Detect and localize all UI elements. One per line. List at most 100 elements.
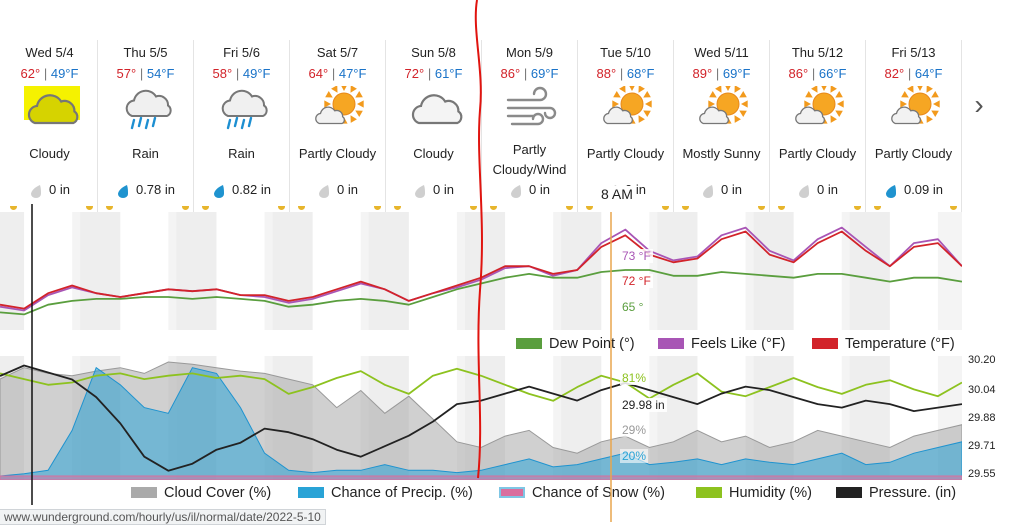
high-temp: 86°: [500, 66, 521, 81]
high-temp: 89°: [692, 66, 713, 81]
day-name: Sun 5/8: [411, 45, 456, 60]
day-column[interactable]: Fri 5/6 58° | 49°F Rain 0.82 in: [194, 40, 290, 212]
legend-swatch: [131, 487, 157, 498]
temp-separator: |: [523, 66, 528, 81]
sunset-marker: [662, 206, 669, 210]
day-precip: 0 in: [770, 182, 865, 198]
legend-snow-chance[interactable]: Chance of Snow (%): [499, 484, 665, 502]
legend-pressure[interactable]: Pressure. (in): [836, 484, 956, 502]
legend-precip-chance[interactable]: Chance of Precip. (%): [298, 484, 473, 502]
day-column[interactable]: Mon 5/9 86° | 69°F Partly Cloudy/Wind 0 in: [482, 40, 578, 212]
legend-swatch: [696, 487, 722, 498]
temperature-readout: 72 °F: [620, 274, 653, 288]
day-precip: 0 in: [2, 182, 97, 198]
precip-amount: 0 in: [817, 182, 838, 197]
legend-temperature[interactable]: Temperature (°F): [812, 335, 955, 353]
evening-band: [937, 212, 962, 330]
pressure-tick: 29.71: [968, 440, 996, 452]
day-name: Thu 5/12: [791, 45, 844, 60]
day-column[interactable]: Fri 5/13 82° | 64°F Partly Cloudy 0.09 in: [866, 40, 962, 212]
chevron-right-icon[interactable]: ›: [974, 89, 984, 120]
sunset-marker: [854, 206, 861, 210]
low-temp: 47°F: [338, 66, 367, 81]
sunset-marker: [86, 206, 93, 210]
partly-cloudy-icon: [315, 86, 364, 125]
raindrop-icon: [885, 184, 896, 198]
pressure-tick: 29.55: [968, 468, 996, 480]
legend-cloud-cover[interactable]: Cloud Cover (%): [131, 484, 271, 502]
day-temps: 57° | 54°F: [98, 66, 193, 81]
legend-swatch: [499, 487, 525, 498]
night-band: [272, 212, 313, 330]
high-temp: 64°: [308, 66, 329, 81]
night-band: [657, 212, 698, 330]
daily-forecast-row: Wed 5/4 62° | 49°F Cloudy 0 in Thu 5/5 57° | …: [0, 40, 962, 212]
day-column[interactable]: Tue 5/10 88° | 68°F Partly Cloudy 0 in: [578, 40, 674, 212]
sunset-marker: [470, 206, 477, 210]
legend-humidity[interactable]: Humidity (%): [696, 484, 812, 502]
day-temps: 82° | 64°F: [866, 66, 961, 81]
sunrise-marker: [682, 206, 689, 210]
sunrise-marker: [202, 206, 209, 210]
day-temps: 88° | 68°F: [578, 66, 673, 81]
precip-chance-readout: 20%: [620, 449, 649, 463]
precip-amount: 0.09 in: [903, 182, 944, 197]
day-name: Thu 5/5: [123, 45, 168, 60]
sunrise-marker: [106, 206, 113, 210]
legend-label: Chance of Precip. (%): [331, 485, 473, 501]
precip-amount: 0.78 in: [135, 182, 176, 197]
day-temps: 62° | 49°F: [2, 66, 97, 81]
raindrop-icon: [415, 184, 426, 198]
legend-dew-point[interactable]: Dew Point (°): [516, 335, 635, 353]
cloudy-icon: [411, 94, 463, 125]
day-condition: Partly Cloudy/Wind: [492, 142, 567, 177]
raindrop-icon: [213, 184, 224, 198]
rain-icon: [125, 89, 172, 130]
day-column[interactable]: Sun 5/8 72° | 61°F Cloudy 0 in: [386, 40, 482, 212]
day-column[interactable]: Wed 5/11 89° | 69°F Mostly Sunny 0 in: [674, 40, 770, 212]
high-temp: 58°: [212, 66, 233, 81]
raindrop-icon: [511, 184, 522, 198]
pressure-readout: 29.98 in: [620, 398, 667, 412]
pressure-tick: 30.04: [968, 384, 996, 396]
day-column[interactable]: Thu 5/5 57° | 54°F Rain 0.78 in: [98, 40, 194, 212]
temperature-legend: Dew Point (°) Feels Like (°F) Temperatur…: [0, 335, 962, 353]
humidity-readout: 81%: [620, 371, 649, 385]
precip-amount: 0 in: [337, 182, 358, 197]
day-column[interactable]: Sat 5/7 64° | 47°F Partly Cloudy 0 in: [290, 40, 386, 212]
legend-feels-like[interactable]: Feels Like (°F): [658, 335, 785, 353]
day-name: Tue 5/10: [600, 45, 651, 60]
legend-label: Cloud Cover (%): [164, 485, 272, 501]
day-condition: Rain: [132, 146, 159, 161]
day-column[interactable]: Thu 5/12 86° | 66°F Partly Cloudy 0 in: [770, 40, 866, 212]
sunset-marker: [182, 206, 189, 210]
temp-separator: |: [907, 66, 912, 81]
sunset-marker: [374, 206, 381, 210]
raindrop-icon: [117, 184, 128, 198]
sunrise-marker: [10, 206, 17, 210]
temp-separator: |: [43, 66, 48, 81]
day-name: Sat 5/7: [316, 45, 359, 60]
precip-amount: 0 in: [49, 182, 70, 197]
day-precip: 0.78 in: [98, 182, 193, 198]
precip-amount: 0 in: [433, 182, 454, 197]
night-band: [80, 212, 121, 330]
day-column[interactable]: Wed 5/4 62° | 49°F Cloudy 0 in: [2, 40, 98, 212]
legend-swatch: [298, 487, 324, 498]
high-temp: 88°: [596, 66, 617, 81]
day-name: Wed 5/4: [25, 45, 74, 60]
pressure-tick: 29.88: [968, 412, 996, 424]
day-precip: 0 in: [482, 182, 577, 198]
low-temp: 69°F: [722, 66, 751, 81]
pressure-tick: 30.20: [968, 354, 996, 366]
partly-cloudy-icon: [603, 86, 652, 125]
sunrise-marker: [298, 206, 305, 210]
precip-amount: 0 in: [721, 182, 742, 197]
day-condition: Cloudy: [413, 146, 454, 161]
low-temp: 68°F: [626, 66, 655, 81]
atmosphere-legend: Cloud Cover (%) Chance of Precip. (%) Ch…: [0, 484, 962, 502]
temp-separator: |: [139, 66, 144, 81]
day-name: Wed 5/11: [694, 45, 749, 60]
sunset-marker: [278, 206, 285, 210]
low-temp: 54°F: [146, 66, 175, 81]
